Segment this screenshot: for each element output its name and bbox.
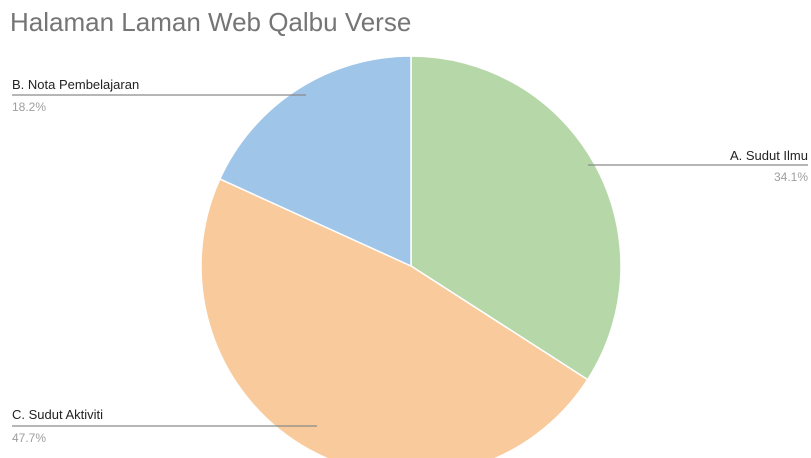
slice-percent-c: 47.7% bbox=[12, 431, 46, 445]
chart-title: Halaman Laman Web Qalbu Verse bbox=[10, 7, 411, 37]
pie-slices bbox=[200, 55, 622, 458]
slice-label-b: B. Nota Pembelajaran bbox=[12, 77, 139, 92]
slice-percent-b: 18.2% bbox=[12, 100, 46, 114]
slice-label-c: C. Sudut Aktiviti bbox=[12, 407, 103, 422]
slice-label-a: A. Sudut Ilmu bbox=[730, 148, 808, 163]
slice-percent-a: 34.1% bbox=[774, 170, 808, 184]
pie-labels: A. Sudut Ilmu 34.1% C. Sudut Aktiviti 47… bbox=[12, 77, 808, 445]
slice-b-nota-pembelajaran bbox=[218, 55, 412, 268]
slice-c-sudut-aktiviti bbox=[200, 177, 589, 458]
